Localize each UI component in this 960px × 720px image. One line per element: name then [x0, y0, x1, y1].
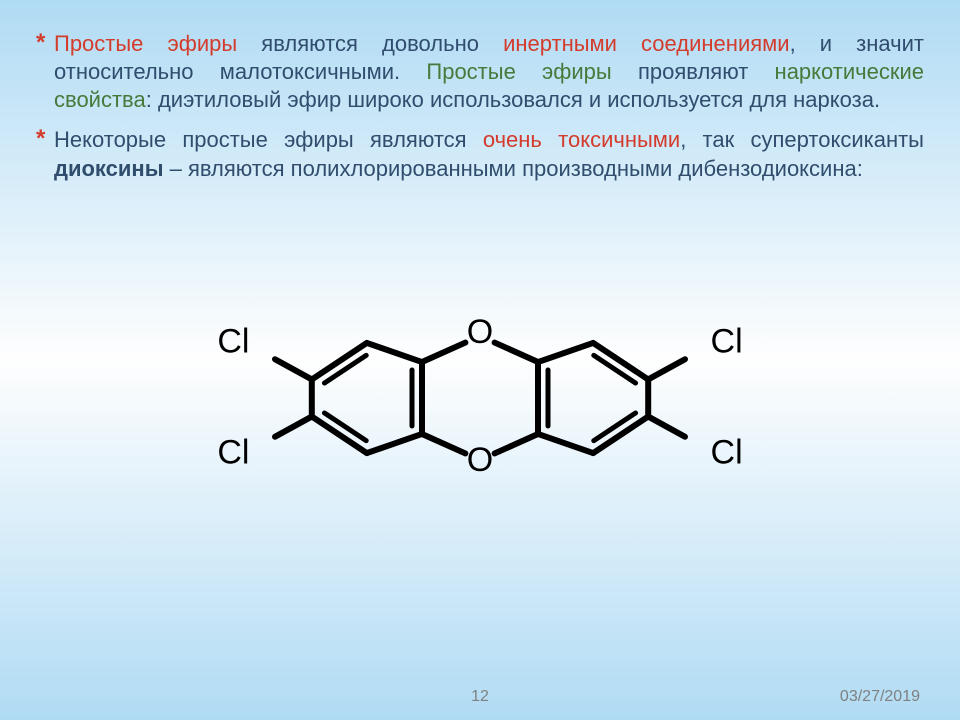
- svg-text:O: O: [467, 441, 493, 479]
- molecule-diagram: O O Cl Cl Cl Cl: [140, 243, 820, 533]
- text-span: : диэтиловый эфир широко использовался и…: [146, 87, 880, 112]
- paragraph-1: Простые эфиры являются довольно инертным…: [36, 30, 924, 114]
- text-span: диоксины: [54, 156, 163, 181]
- text-span: Некоторые простые эфиры являются: [54, 127, 483, 152]
- svg-text:Cl: Cl: [711, 433, 743, 471]
- text-span: инертными соединениями: [503, 31, 790, 56]
- svg-text:Cl: Cl: [217, 433, 249, 471]
- page-number: 12: [471, 688, 489, 706]
- text-span: , так супертоксиканты: [680, 127, 924, 152]
- text-span: очень токсичными: [483, 127, 680, 152]
- text-span: являются довольно: [237, 31, 503, 56]
- paragraph-2: Некоторые простые эфиры являются очень т…: [36, 126, 924, 182]
- svg-text:O: O: [467, 313, 493, 351]
- text-span: – являются полихлорированными производны…: [163, 156, 862, 181]
- svg-text:Cl: Cl: [217, 322, 249, 360]
- slide-footer: 12 03/27/2019: [0, 688, 960, 706]
- text-span: Простые эфиры: [54, 31, 237, 56]
- text-span: проявляют: [612, 59, 775, 84]
- slide: Простые эфиры являются довольно инертным…: [0, 0, 960, 720]
- svg-text:Cl: Cl: [711, 322, 743, 360]
- slide-date: 03/27/2019: [840, 688, 920, 706]
- text-span: Простые эфиры: [426, 59, 611, 84]
